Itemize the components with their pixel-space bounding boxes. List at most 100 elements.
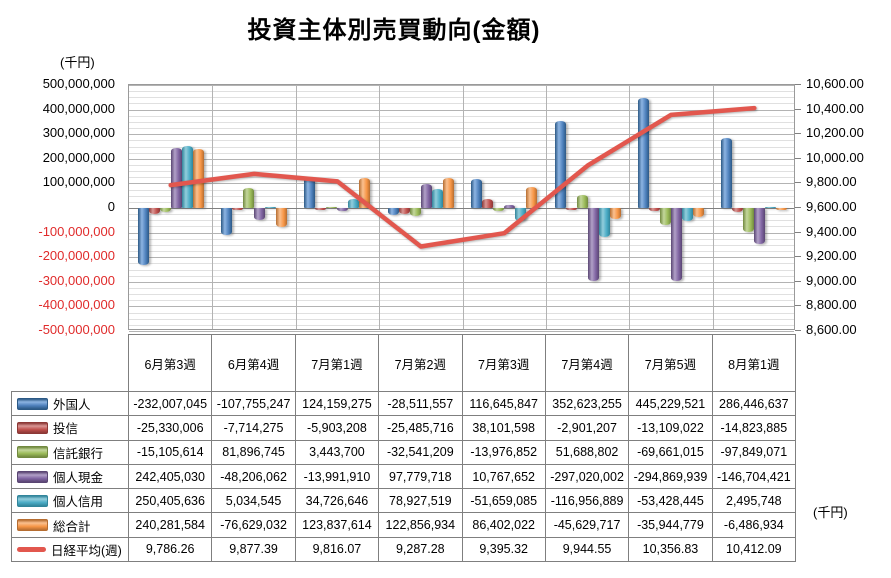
table-cell-nikkei-weekly-5: 9,944.55 <box>544 536 630 563</box>
bar-trust-bank-4 <box>493 208 505 212</box>
bar-individual-margin-5 <box>598 208 610 237</box>
bar-total-1 <box>276 208 288 227</box>
right-axis-tick-label: 8,600.00 <box>806 322 857 337</box>
legend-cell-individual-margin: 個人信用 <box>11 488 129 514</box>
series-name: 総合計 <box>53 519 91 534</box>
bar-investment-trust-1 <box>232 208 244 210</box>
bar-investment-trust-3 <box>398 208 410 215</box>
minor-gridline <box>129 263 794 265</box>
zero-axis-line <box>129 208 794 209</box>
table-header-cell-week-3: 7月第2週 <box>378 334 463 392</box>
bar-trust-bank-1 <box>243 187 255 208</box>
bar-foreigners-5 <box>554 121 566 208</box>
right-axis-tick-label: 9,200.00 <box>806 248 857 264</box>
bar-individual-margin-0 <box>181 146 193 208</box>
table-cell-investment-trust-7: -14,823,885 <box>711 415 797 441</box>
table-cell-foreigners-2: 124,159,275 <box>294 390 380 417</box>
bar-foreigners-1 <box>221 208 233 235</box>
table-cell-trust-bank-0: -15,105,614 <box>127 439 213 465</box>
minor-gridline <box>129 244 794 246</box>
table-cell-trust-bank-1: 81,896,745 <box>211 439 296 465</box>
table-cell-investment-trust-6: -13,109,022 <box>628 415 713 441</box>
right-axis-tick <box>795 133 801 135</box>
bar-trust-bank-6 <box>659 208 671 226</box>
right-axis-tick <box>795 182 801 184</box>
major-gridline <box>129 183 794 185</box>
right-axis-tick <box>795 207 801 208</box>
minor-gridline <box>129 140 794 142</box>
legend-entry-total: 総合計 <box>17 516 127 535</box>
table-cell-foreigners-4: 116,645,847 <box>461 390 546 417</box>
major-gridline <box>129 109 794 111</box>
table-cell-individual-margin-2: 34,726,646 <box>294 488 380 514</box>
series-name: 信託銀行 <box>53 446 104 461</box>
table-header-cell-week-1: 6月第4週 <box>211 334 296 392</box>
table-cell-investment-trust-1: -7,714,275 <box>211 415 296 441</box>
minor-gridline <box>129 103 794 105</box>
major-gridline <box>129 158 794 160</box>
table-cell-trust-bank-3: -32,541,209 <box>378 439 463 465</box>
bar-total-5 <box>609 208 621 220</box>
series-name: 投信 <box>53 422 79 437</box>
bar-trust-bank-5 <box>576 195 588 208</box>
bar-total-2 <box>359 177 371 208</box>
bar-investment-trust-6 <box>648 208 660 212</box>
minor-gridline <box>129 324 794 326</box>
legend-bar-marker-foreigners <box>17 397 48 410</box>
minor-gridline <box>129 300 794 302</box>
legend-entry-foreigners: 外国人 <box>17 394 127 413</box>
bar-trust-bank-3 <box>409 208 421 216</box>
legend-cell-nikkei-weekly: 日経平均(週) <box>11 536 129 563</box>
right-axis-tick <box>795 108 801 110</box>
legend-bar-marker-trust-bank <box>17 446 48 459</box>
right-axis-tick-label: 9,600.00 <box>806 199 857 214</box>
legend-bar-marker-individual-cash <box>17 470 48 483</box>
left-axis-unit-label: (千円) <box>60 55 95 70</box>
right-axis-tick <box>795 231 801 233</box>
right-axis-tick-label: 9,400.00 <box>806 223 857 239</box>
left-axis-tick-label: 500,000,000 <box>42 76 115 91</box>
minor-gridline <box>129 287 794 289</box>
table-cell-individual-cash-0: 242,405,030 <box>127 463 213 490</box>
bar-trust-bank-2 <box>326 206 338 208</box>
bar-investment-trust-0 <box>148 208 160 215</box>
series-name: 個人信用 <box>53 495 104 510</box>
table-cell-individual-cash-7: -146,704,421 <box>711 463 797 490</box>
table-cell-investment-trust-3: -25,485,716 <box>378 415 463 441</box>
table-cell-investment-trust-2: -5,903,208 <box>294 415 380 441</box>
bar-investment-trust-7 <box>732 208 744 212</box>
chart-title: 投資主体別売買動向(金額) <box>247 17 541 44</box>
legend-line-marker-nikkei-weekly <box>17 546 46 552</box>
minor-gridline <box>129 115 794 117</box>
bar-investment-trust-2 <box>315 208 327 210</box>
category-boundary-line <box>212 85 214 329</box>
bar-foreigners-7 <box>721 137 733 208</box>
table-cell-investment-trust-0: -25,330,006 <box>127 415 213 441</box>
bar-individual-cash-5 <box>587 208 599 282</box>
table-cell-individual-cash-6: -294,869,939 <box>628 463 713 490</box>
minor-gridline <box>129 128 794 130</box>
table-row-total: 総合計 240,281,584 -76,629,032 123,837,614 122,… <box>11 512 797 538</box>
bar-foreigners-3 <box>387 208 399 215</box>
minor-gridline <box>129 152 794 154</box>
minor-gridline <box>129 189 794 191</box>
table-header-cell-week-0: 6月第3週 <box>127 334 213 392</box>
left-axis-tick-label: -200,000,000 <box>38 248 115 264</box>
minor-gridline <box>129 97 794 99</box>
bar-individual-cash-6 <box>670 208 682 281</box>
table-cell-trust-bank-6: -69,661,015 <box>628 439 713 465</box>
bar-individual-margin-6 <box>681 208 693 222</box>
left-axis-tick-label: 100,000,000 <box>42 174 115 190</box>
legend-entry-investment-trust: 投信 <box>17 418 127 437</box>
bar-total-0 <box>192 148 204 208</box>
table-cell-total-4: 86,402,022 <box>461 512 546 538</box>
table-cell-foreigners-3: -28,511,557 <box>378 390 463 417</box>
bar-individual-cash-3 <box>420 183 432 208</box>
table-cell-individual-margin-1: 5,034,545 <box>211 488 296 514</box>
legend-bar-marker-individual-margin <box>17 494 48 507</box>
major-gridline <box>129 85 794 86</box>
table-header-cell-week-5: 7月第4週 <box>544 334 630 392</box>
table-cell-total-1: -76,629,032 <box>211 512 296 538</box>
legend-cell-total: 総合計 <box>11 512 129 538</box>
table-cell-individual-margin-6: -53,428,445 <box>628 488 713 514</box>
